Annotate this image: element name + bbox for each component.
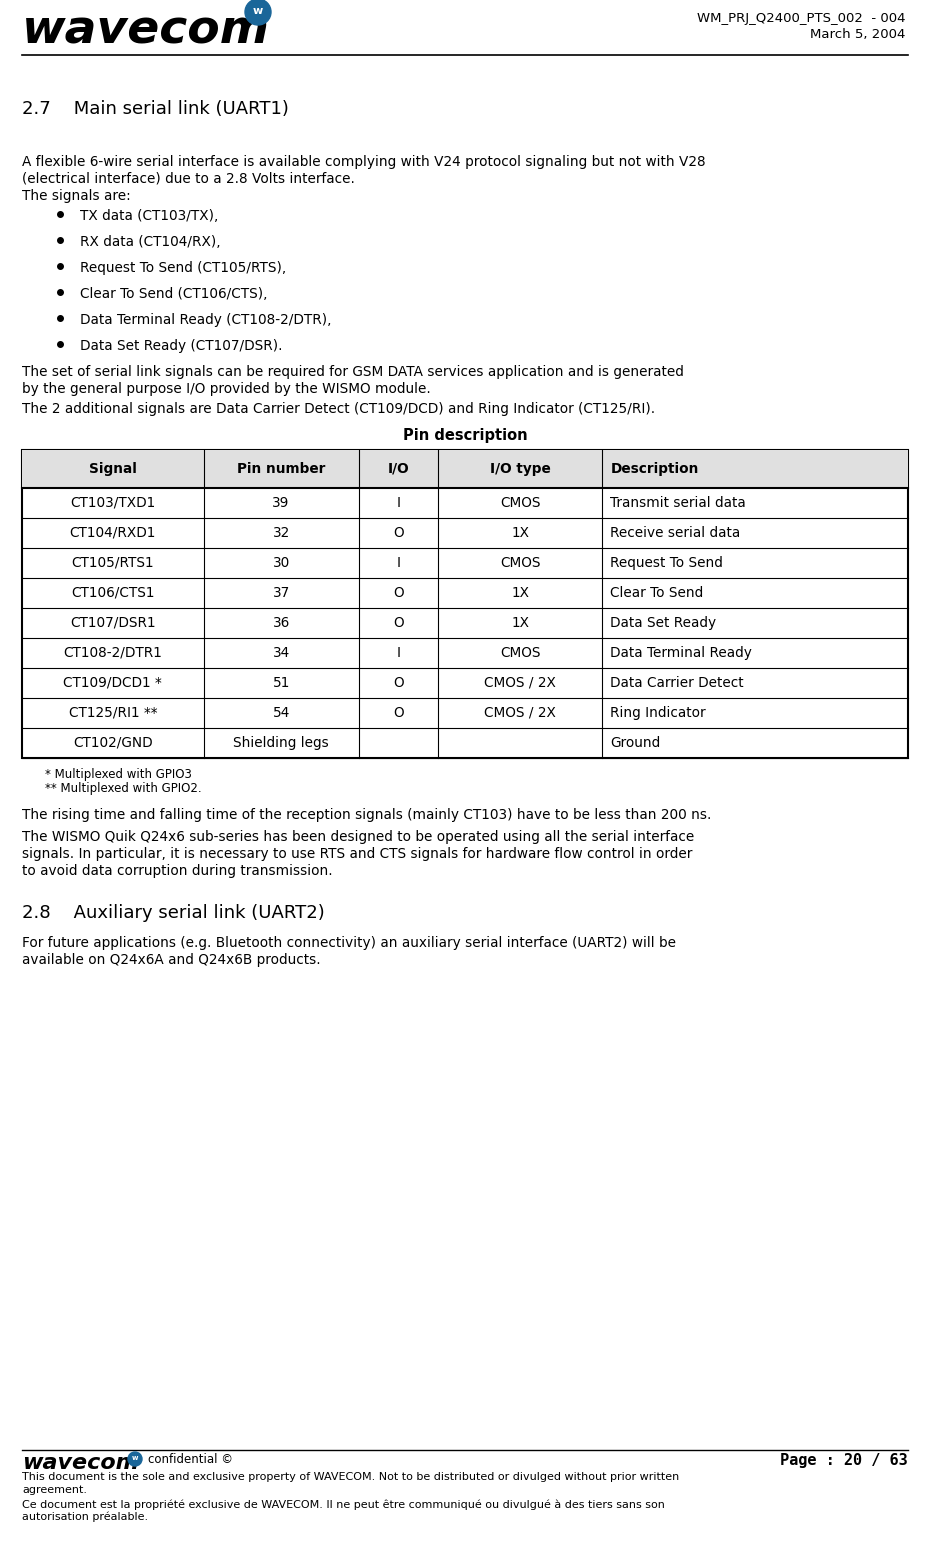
Text: 30: 30 (272, 557, 290, 570)
Text: Data Set Ready (CT107/DSR).: Data Set Ready (CT107/DSR). (80, 339, 283, 352)
Text: Clear To Send: Clear To Send (610, 586, 704, 600)
Text: to avoid data corruption during transmission.: to avoid data corruption during transmis… (22, 864, 333, 878)
Text: I: I (396, 646, 401, 660)
Text: O: O (393, 586, 404, 600)
Text: CMOS / 2X: CMOS / 2X (485, 676, 556, 690)
Text: w: w (132, 1455, 139, 1461)
Text: I/O: I/O (388, 462, 409, 476)
Text: Data Terminal Ready: Data Terminal Ready (610, 646, 752, 660)
Text: Signal: Signal (89, 462, 137, 476)
Text: CT104/RXD1: CT104/RXD1 (70, 526, 156, 540)
Text: wavecom: wavecom (22, 8, 270, 53)
Text: Pin description: Pin description (403, 428, 527, 444)
Text: 54: 54 (272, 707, 290, 720)
Text: O: O (393, 615, 404, 631)
Text: 34: 34 (272, 646, 290, 660)
Text: CT107/DSR1: CT107/DSR1 (70, 615, 155, 631)
Text: available on Q24x6A and Q24x6B products.: available on Q24x6A and Q24x6B products. (22, 952, 321, 966)
Text: 1X: 1X (512, 526, 529, 540)
Text: O: O (393, 676, 404, 690)
Text: CT103/TXD1: CT103/TXD1 (70, 496, 155, 510)
Text: Page : 20 / 63: Page : 20 / 63 (780, 1453, 908, 1469)
Text: This document is the sole and exclusive property of WAVECOM. Not to be distribut: This document is the sole and exclusive … (22, 1472, 679, 1483)
Text: O: O (393, 526, 404, 540)
Text: CMOS / 2X: CMOS / 2X (485, 707, 556, 720)
Text: Pin number: Pin number (237, 462, 326, 476)
Text: The WISMO Quik Q24x6 sub-series has been designed to be operated using all the s: The WISMO Quik Q24x6 sub-series has been… (22, 830, 695, 844)
Text: Request To Send (CT105/RTS),: Request To Send (CT105/RTS), (80, 261, 286, 275)
Text: Shielding legs: Shielding legs (233, 736, 329, 750)
Text: For future applications (e.g. Bluetooth connectivity) an auxiliary serial interf: For future applications (e.g. Bluetooth … (22, 935, 676, 949)
Circle shape (245, 0, 271, 25)
Text: Data Set Ready: Data Set Ready (610, 615, 716, 631)
Text: autorisation préalable.: autorisation préalable. (22, 1512, 148, 1523)
Text: March 5, 2004: March 5, 2004 (810, 28, 905, 42)
Text: 1X: 1X (512, 615, 529, 631)
Text: Ground: Ground (610, 736, 660, 750)
Text: 2.7    Main serial link (UART1): 2.7 Main serial link (UART1) (22, 100, 289, 117)
Text: 51: 51 (272, 676, 290, 690)
Text: agreement.: agreement. (22, 1486, 87, 1495)
Text: I: I (396, 557, 401, 570)
Text: CT105/RTS1: CT105/RTS1 (72, 557, 154, 570)
Text: * Multiplexed with GPIO3: * Multiplexed with GPIO3 (45, 768, 192, 781)
Text: by the general purpose I/O provided by the WISMO module.: by the general purpose I/O provided by t… (22, 382, 431, 396)
Text: RX data (CT104/RX),: RX data (CT104/RX), (80, 235, 220, 249)
Text: wavecom: wavecom (22, 1453, 139, 1473)
Text: WM_PRJ_Q2400_PTS_002  - 004: WM_PRJ_Q2400_PTS_002 - 004 (697, 12, 905, 25)
Bar (22, 450, 908, 489)
Text: CT125/RI1 **: CT125/RI1 ** (69, 707, 157, 720)
Text: Receive serial data: Receive serial data (610, 526, 740, 540)
Text: 36: 36 (272, 615, 290, 631)
Text: confidential ©: confidential © (148, 1453, 233, 1466)
Text: CMOS: CMOS (500, 557, 540, 570)
Text: Ring Indicator: Ring Indicator (610, 707, 706, 720)
Text: The rising time and falling time of the reception signals (mainly CT103) have to: The rising time and falling time of the … (22, 809, 711, 822)
Text: CT109/DCD1 *: CT109/DCD1 * (63, 676, 162, 690)
Text: signals. In particular, it is necessary to use RTS and CTS signals for hardware : signals. In particular, it is necessary … (22, 847, 692, 861)
Text: O: O (393, 707, 404, 720)
Text: Transmit serial data: Transmit serial data (610, 496, 746, 510)
Text: CMOS: CMOS (500, 646, 540, 660)
Text: Data Carrier Detect: Data Carrier Detect (610, 676, 744, 690)
Text: CT102/GND: CT102/GND (73, 736, 153, 750)
Text: 32: 32 (272, 526, 290, 540)
Text: CT108-2/DTR1: CT108-2/DTR1 (63, 646, 162, 660)
Text: The signals are:: The signals are: (22, 189, 131, 203)
Circle shape (128, 1452, 142, 1466)
Text: TX data (CT103/TX),: TX data (CT103/TX), (80, 209, 219, 223)
Text: Clear To Send (CT106/CTS),: Clear To Send (CT106/CTS), (80, 288, 268, 301)
Text: (electrical interface) due to a 2.8 Volts interface.: (electrical interface) due to a 2.8 Volt… (22, 172, 355, 186)
Text: Request To Send: Request To Send (610, 557, 724, 570)
Text: I: I (396, 496, 401, 510)
Text: 2.8    Auxiliary serial link (UART2): 2.8 Auxiliary serial link (UART2) (22, 904, 325, 921)
Text: CMOS: CMOS (500, 496, 540, 510)
Text: 39: 39 (272, 496, 290, 510)
Text: I/O type: I/O type (490, 462, 551, 476)
Text: The 2 additional signals are Data Carrier Detect (CT109/DCD) and Ring Indicator : The 2 additional signals are Data Carrie… (22, 402, 655, 416)
Text: 37: 37 (272, 586, 290, 600)
Bar (22, 450, 908, 758)
Text: Ce document est la propriété exclusive de WAVECOM. Il ne peut être communiqué ou: Ce document est la propriété exclusive d… (22, 1500, 665, 1509)
Text: w: w (253, 6, 263, 15)
Text: ** Multiplexed with GPIO2.: ** Multiplexed with GPIO2. (45, 782, 202, 795)
Text: Data Terminal Ready (CT108-2/DTR),: Data Terminal Ready (CT108-2/DTR), (80, 312, 331, 328)
Text: A flexible 6-wire serial interface is available complying with V24 protocol sign: A flexible 6-wire serial interface is av… (22, 155, 706, 169)
Text: Description: Description (610, 462, 698, 476)
Text: 1X: 1X (512, 586, 529, 600)
Text: The set of serial link signals can be required for GSM DATA services application: The set of serial link signals can be re… (22, 365, 684, 379)
Text: CT106/CTS1: CT106/CTS1 (71, 586, 154, 600)
